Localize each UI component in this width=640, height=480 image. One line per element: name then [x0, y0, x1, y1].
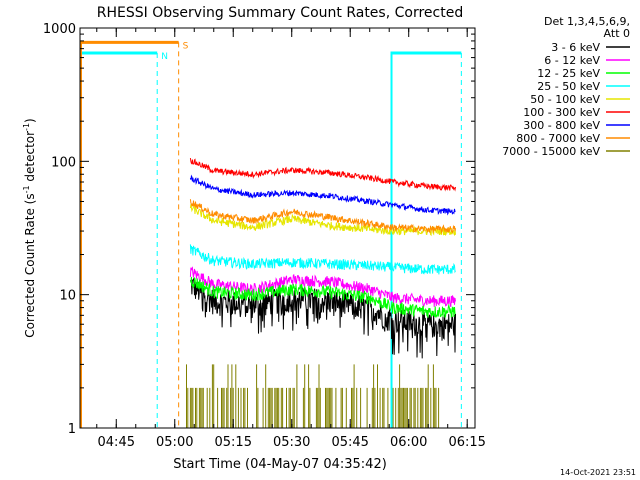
legend-header-line-1: Det 1,3,4,5,6,9, — [544, 15, 630, 28]
y-axis-label-sup-1: -1 — [22, 185, 31, 193]
legend-header-line-2: Att 0 — [604, 27, 630, 40]
series-line-12-25-kev — [189, 276, 456, 319]
y-axis-label-mid: detector — [23, 131, 37, 186]
plot-frame — [79, 27, 476, 429]
series-line-7000-15000-kev — [186, 364, 440, 428]
legend-label-50-100-kev: 50 - 100 keV — [530, 93, 600, 106]
legend-label-25-50-kev: 25 - 50 keV — [537, 80, 600, 93]
series-line-3-6-kev — [189, 277, 456, 359]
y-tick-label-100: 100 — [51, 155, 76, 170]
y-tick-label-1: 1 — [68, 422, 76, 437]
series-line-300-800-kev — [189, 174, 456, 216]
series-line-25-50-kev — [189, 244, 456, 275]
y-axis-label-main: Corrected Count Rate (s — [23, 193, 37, 337]
legend-label-12-25-kev: 12 - 25 keV — [537, 67, 600, 80]
footer-timestamp: 14-Oct-2021 23:51 — [560, 468, 636, 477]
x-tick-label-0545: 05:45 — [331, 435, 368, 450]
legend-label-300-800-kev: 300 - 800 keV — [523, 119, 600, 132]
x-tick-label-0600: 06:00 — [390, 435, 427, 450]
y-tick-label-1000: 1000 — [43, 22, 76, 37]
x-tick-label-0500: 05:00 — [156, 435, 193, 450]
legend-label-6-12-kev: 6 - 12 keV — [544, 54, 600, 67]
chart-title: RHESSI Observing Summary Count Rates, Co… — [97, 5, 463, 21]
legend-label-3-6-kev: 3 - 6 keV — [551, 41, 600, 54]
y-tick-label-10: 10 — [59, 289, 76, 304]
series-line-6-12-kev — [189, 266, 456, 307]
y-axis-label-sup-2: -1 — [22, 123, 31, 131]
series-line-800-7000-kev — [189, 199, 456, 235]
y-axis-label: Corrected Count Rate (s-1 detector-1) — [22, 118, 37, 337]
x-axis-label: Start Time (04-May-07 04:35:42) — [173, 457, 387, 472]
legend-header: Det 1,3,4,5,6,9, Att 0 — [544, 15, 630, 40]
legend-label-100-300-kev: 100 - 300 keV — [523, 106, 600, 119]
x-tick-label-0515: 05:15 — [215, 435, 252, 450]
plot-area: N S 1 10 100 1000 04:45 05:00 05:15 05:30 05:45 06:… — [43, 22, 486, 450]
x-tick-label-0615: 06:15 — [448, 435, 485, 450]
series-line-100-300-kev — [189, 158, 456, 192]
x-tick-label-0445: 04:45 — [98, 435, 135, 450]
x-tick-label-0530: 05:30 — [273, 435, 310, 450]
y-axis-label-end: ) — [23, 118, 37, 123]
legend-label-800-7000-kev: 800 - 7000 keV — [516, 132, 600, 145]
annotation-label-night-0: N — [161, 52, 168, 62]
legend-label-7000-15000-kev: 7000 - 15000 keV — [502, 145, 600, 158]
annotation-label-saa-1: S — [183, 41, 189, 51]
